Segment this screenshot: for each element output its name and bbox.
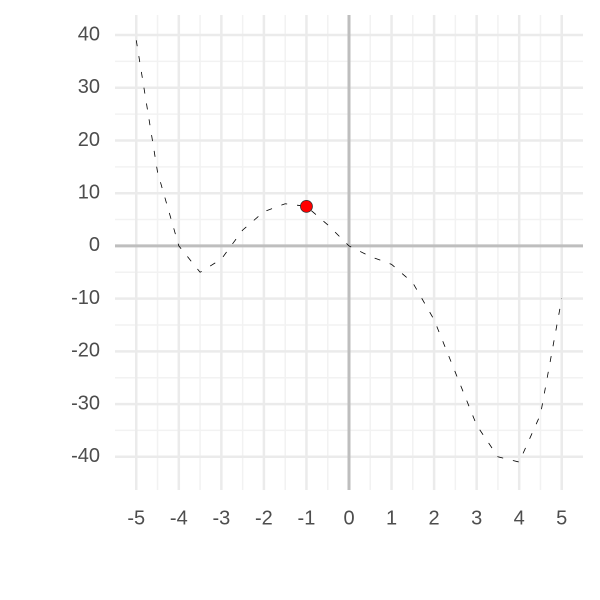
x-tick-label: -5 <box>127 507 145 529</box>
y-tick-label: 0 <box>89 234 100 256</box>
y-tick-label: -10 <box>71 287 100 309</box>
x-tick-label: -2 <box>255 507 273 529</box>
y-tick-label: -30 <box>71 392 100 414</box>
point <box>300 199 313 213</box>
x-tick-label: -4 <box>170 507 188 529</box>
x-tick-label: 2 <box>429 507 440 529</box>
x-tick-label: -3 <box>212 507 230 529</box>
curve <box>135 40 563 463</box>
x-tick-label: 0 <box>343 507 354 529</box>
x-tick-label: -1 <box>298 507 316 529</box>
x-tick-label: 5 <box>556 507 567 529</box>
x-tick-label: 3 <box>471 507 482 529</box>
y-tick-label: -20 <box>71 340 100 362</box>
y-tick-label: 10 <box>78 181 100 203</box>
y-tick-label: -40 <box>71 445 100 467</box>
y-tick-label: 30 <box>78 76 100 98</box>
x-tick-label: 1 <box>386 507 397 529</box>
y-tick-label: 20 <box>78 129 100 151</box>
y-tick-label: 40 <box>78 23 100 45</box>
x-tick-label: 4 <box>514 507 525 529</box>
